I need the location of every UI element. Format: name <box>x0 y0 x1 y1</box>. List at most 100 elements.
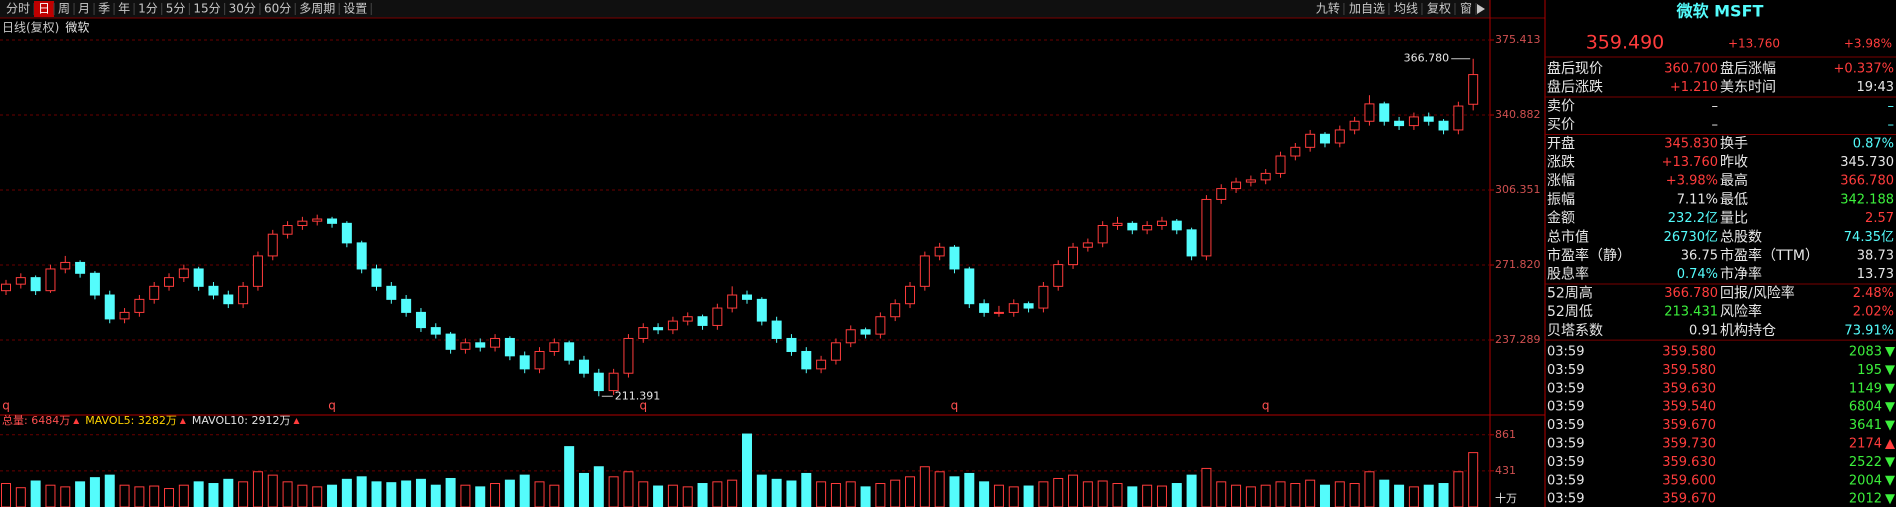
stat-value: 213.431 <box>1664 305 1718 320</box>
toolbar-item[interactable]: 年 <box>118 2 130 16</box>
candle-body <box>1438 120 1449 131</box>
volume-bar <box>1468 452 1479 507</box>
toolbar-item[interactable]: 九转 <box>1316 1 1340 16</box>
toolbar-item[interactable]: 多周期 <box>299 2 335 16</box>
candle-body <box>341 222 352 244</box>
trade-arrow <box>1885 365 1895 376</box>
stat-value: 360.700 <box>1664 62 1718 77</box>
toolbar-item[interactable]: 30分 <box>229 2 256 16</box>
toolbar-item[interactable]: 5分 <box>166 2 186 16</box>
trade-time: 03:59 <box>1547 437 1584 452</box>
candle-body <box>712 307 723 326</box>
candle-body <box>238 285 249 305</box>
stat-label: 市盈率（静） <box>1547 247 1631 264</box>
stat-value: 73.91% <box>1844 323 1894 338</box>
toolbar-item[interactable]: 加自选 <box>1349 2 1385 16</box>
candle-body <box>742 294 752 300</box>
candle-body <box>415 311 426 329</box>
volume-bar <box>149 485 160 507</box>
candle-body <box>1127 222 1138 231</box>
q-marker: q <box>951 399 959 413</box>
volume-bar <box>327 484 338 507</box>
toolbar-item[interactable]: 窗 <box>1460 2 1472 16</box>
toolbar-item[interactable]: 周 <box>58 2 70 16</box>
volume-bar <box>1423 484 1434 507</box>
toolbar-bg <box>0 0 1490 18</box>
stat-label: 换手 <box>1720 135 1748 152</box>
volume-bar <box>401 480 412 507</box>
candle-body <box>15 277 26 285</box>
volume-bar <box>1008 486 1019 507</box>
candle-body <box>504 337 515 357</box>
candle-body <box>1201 198 1212 257</box>
volume-bar <box>905 476 916 507</box>
stat-value: 74.35亿 <box>1844 230 1894 245</box>
toolbar-item[interactable]: 复权 <box>1427 2 1451 16</box>
candle-body <box>1260 172 1271 181</box>
stat-label: 52周低 <box>1547 304 1593 320</box>
stat-label: 美东时间 <box>1720 80 1776 96</box>
volume-bar <box>178 484 189 507</box>
volume-bar <box>697 483 708 507</box>
volume-bar <box>727 479 738 507</box>
volume-legend: 总量: 6484万 <box>2 413 70 427</box>
volume-bar <box>1334 481 1345 507</box>
candle-body <box>697 316 708 326</box>
candle-body <box>1186 229 1197 257</box>
toolbar-item[interactable]: 60分 <box>264 2 291 16</box>
toolbar-arrow[interactable] <box>1477 4 1485 14</box>
candle-body <box>430 327 441 335</box>
toolbar-item[interactable]: 季 <box>98 2 110 16</box>
toolbar-item[interactable]: 月 <box>78 2 90 16</box>
candle-body <box>756 298 767 322</box>
candle-body <box>1068 246 1079 266</box>
stat-value: 345.830 <box>1664 136 1718 151</box>
toolbar-item[interactable]: 日 <box>38 2 50 16</box>
volume-bar <box>252 471 263 507</box>
stat-label: 总股数 <box>1720 229 1762 245</box>
candle-body <box>979 303 990 313</box>
trade-price: 359.630 <box>1662 455 1716 470</box>
quote-change: +13.760 <box>1728 37 1780 51</box>
volume-bar <box>742 433 752 507</box>
toolbar-item[interactable]: 15分 <box>193 2 220 16</box>
volume-bar <box>75 481 86 507</box>
stat-label: 买价 <box>1547 117 1575 133</box>
stat-value: 0.87% <box>1853 136 1894 151</box>
candle-body <box>282 225 293 235</box>
quote-pct: +3.98% <box>1844 37 1892 51</box>
volume-bar <box>238 481 249 507</box>
trade-time: 03:59 <box>1547 455 1584 470</box>
q-marker: q <box>2 399 10 413</box>
volume-bar <box>1260 484 1271 507</box>
volume-bar <box>312 486 323 507</box>
volume-bar <box>89 477 100 507</box>
volume-bar <box>1186 474 1197 507</box>
toolbar-item[interactable]: 1分 <box>138 2 158 16</box>
candle-body <box>1423 116 1434 122</box>
stat-label: 最高 <box>1720 172 1748 189</box>
candle-body <box>164 277 175 287</box>
toolbar-item[interactable]: 均线 <box>1394 2 1418 16</box>
candle-body <box>460 342 471 350</box>
toolbar-item[interactable]: 设置 <box>343 2 367 16</box>
stat-value: 19:43 <box>1857 80 1894 95</box>
candle-body <box>549 342 560 352</box>
stat-value: 2.48% <box>1853 286 1894 301</box>
candle-body <box>356 242 367 270</box>
stat-value: +1.210 <box>1670 80 1718 95</box>
volume-bar <box>223 478 234 507</box>
volume-bar <box>623 471 634 507</box>
stat-label: 最低 <box>1720 192 1748 208</box>
volume-bar <box>875 483 886 507</box>
legend-arrow <box>179 418 186 424</box>
trade-time: 03:59 <box>1547 381 1584 396</box>
volume-bar <box>756 474 767 507</box>
stock-name: 微软 <box>65 21 89 35</box>
volume-bar <box>386 482 397 507</box>
candle-body <box>1408 116 1419 127</box>
candle-body <box>564 342 575 361</box>
candle-body <box>45 268 56 292</box>
stat-value: 36.75 <box>1681 249 1718 264</box>
toolbar-item[interactable]: 分时 <box>6 2 30 16</box>
